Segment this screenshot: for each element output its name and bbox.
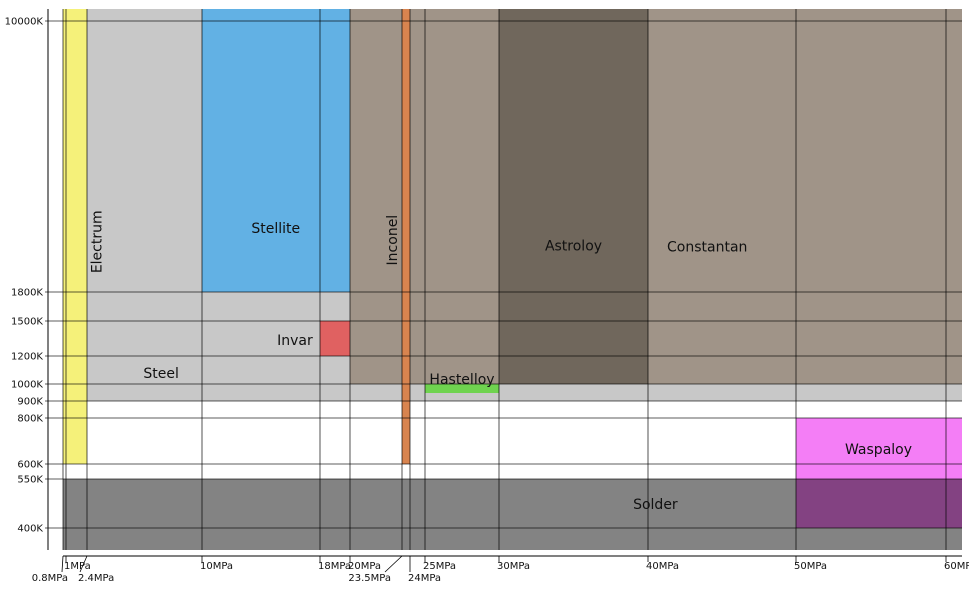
y-tick-label: 1500K [11,317,43,328]
region-label-steel: Steel [143,366,179,382]
y-tick-label: 1000K [11,380,43,391]
region-label-constantan: Constantan [667,239,747,255]
x-tick-label: 60MPa [944,561,969,572]
y-tick-label: 600K [17,460,43,471]
x-tick-label: 10MPa [200,561,233,572]
y-tick-label: 1200K [11,352,43,363]
y-tick-label: 10000K [5,17,44,28]
region-label-inconel: Inconel [385,215,401,266]
x-tick-label: 2.4MPa [78,573,114,584]
region-label-hastelloy: Hastelloy [429,372,494,388]
x-tick-label: 20MPa [348,561,381,572]
y-tick-label: 800K [17,414,43,425]
x-tick-label: 24MPa [408,573,441,584]
region-constantan [350,9,962,384]
x-tick-label: 23.5MPa [348,573,391,584]
region-invar [320,321,350,356]
x-tick-label: 18MPa [318,561,351,572]
grid-layer [45,9,962,550]
x-tick-label: 30MPa [497,561,530,572]
regions-layer [63,9,962,550]
x-tick-leader [79,555,88,573]
x-tick-label: 40MPa [646,561,679,572]
region-astroloy [499,9,648,384]
x-tick-label: 0.8MPa [32,573,68,584]
label-layer: Stellite Astroloy Constantan Invar Steel Hast… [90,210,912,513]
region-label-astroloy: Astroloy [545,238,602,254]
region-label-solder: Solder [633,497,678,513]
y-tick-label: 900K [17,397,43,408]
x-tick-label: 25MPa [423,561,456,572]
region-stellite [202,9,350,292]
region-solder-waspaloy-overlap [796,479,962,528]
region-label-stellite: Stellite [251,221,300,237]
axis-layer: 400K 550K 600K 800K 900K 1000K 1200K 1500K 1800K… [5,9,969,584]
x-tick-leader [61,555,64,573]
region-label-waspaloy: Waspaloy [845,442,912,458]
y-tick-label: 550K [17,475,43,486]
x-tick-leader [384,555,403,573]
x-tick-label: 1MPa [64,561,91,572]
region-label-electrum: Electrum [90,210,106,273]
region-electrum [63,9,87,464]
region-hastelloy [425,384,499,393]
region-label-invar: Invar [277,333,313,349]
y-tick-label: 1800K [11,288,43,299]
y-tick-label: 400K [17,524,43,535]
x-tick-label: 50MPa [794,561,827,572]
region-inconel [402,9,410,464]
